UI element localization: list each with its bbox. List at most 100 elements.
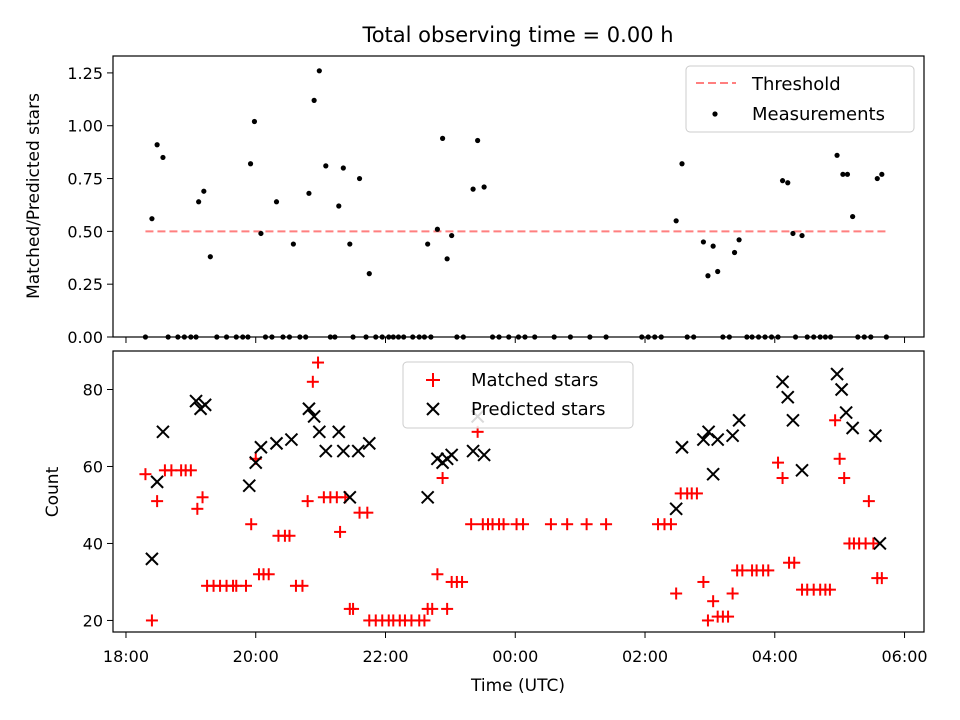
measurement-point (247, 161, 254, 167)
bottom-x-tick-label: 04:00 (752, 647, 798, 666)
predicted-stars-point (786, 413, 800, 427)
matched-stars-point (312, 356, 325, 369)
predicted-stars-point (781, 390, 795, 404)
matched-stars-point (867, 537, 880, 550)
predicted-stars-point (312, 425, 327, 439)
matched-stars-point (431, 568, 444, 581)
matched-stars-point (139, 468, 152, 481)
measurement-point (306, 190, 312, 196)
measurement-point (679, 161, 685, 167)
top-axes-frame (112, 55, 925, 338)
measurement-point (356, 175, 363, 182)
predicted-stars-point (269, 436, 284, 451)
matched-stars-point (776, 472, 789, 485)
matched-stars-point (296, 579, 309, 592)
measurement-point (340, 165, 346, 171)
matched-stars-point (347, 602, 360, 615)
matched-stars-point (151, 495, 164, 508)
matched-stars-point (561, 518, 574, 531)
predicted-stars-point (420, 490, 435, 504)
matched-stars-point (829, 414, 842, 427)
measurement-point (449, 232, 455, 239)
measurement-point (251, 118, 258, 125)
bottom-y-tick-label: 40 (83, 534, 103, 553)
measurement-point (160, 154, 166, 161)
matched-stars-point (823, 583, 836, 596)
matched-stars-point (262, 568, 275, 581)
predicted-stars-point (725, 428, 740, 443)
measurement-point (434, 226, 440, 232)
measurement-point (207, 254, 213, 260)
matched-stars-point (875, 572, 888, 585)
top-y-tick-label: 1.25 (67, 64, 103, 83)
bottom-y-tick-label: 80 (83, 380, 103, 399)
measurement-point (700, 239, 707, 245)
predicted-stars-point (254, 440, 268, 454)
predicted-stars-point (706, 467, 720, 481)
bottom-legend: Matched stars Predicted stars (402, 361, 634, 429)
predicted-stars-point (795, 463, 809, 478)
predicted-stars-point (156, 425, 170, 439)
measurement-point (736, 237, 742, 243)
measurement-point (715, 268, 721, 275)
bottom-y-tick-label: 20 (83, 611, 103, 630)
matched-stars-point (544, 518, 557, 531)
matched-stars-point (426, 602, 439, 615)
matched-stars-point (191, 502, 204, 515)
matched-stars-point (145, 614, 158, 627)
measurement-point (311, 97, 317, 103)
measurement-point (439, 135, 446, 141)
predicted-stars-point (466, 444, 480, 458)
measurement-point (874, 175, 880, 182)
measurement-point (790, 230, 796, 237)
measurement-point (196, 199, 202, 205)
predicted-stars-point (362, 436, 376, 451)
predicted-stars-point (145, 552, 159, 566)
bottom-panel: 18:00 20:00 22:00 00:00 02:00 04:00 06:00 20 40 6… (43, 350, 928, 696)
predicted-stars-point (336, 444, 351, 458)
matched-stars-point (465, 518, 478, 531)
measurements-legend-swatch (712, 111, 718, 117)
bottom-plot-area (139, 356, 888, 627)
measurement-point (290, 241, 296, 247)
predicted-stars-point (332, 425, 346, 439)
measurement-point (475, 137, 481, 144)
matched-stars-point (240, 579, 253, 592)
matched-stars-point (361, 506, 374, 519)
predicted-stars-point (198, 398, 212, 412)
measurement-point (273, 199, 280, 205)
measurements-legend-label: Measurements (752, 104, 885, 125)
measurement-point (201, 188, 207, 194)
matched-stars-point (436, 472, 449, 485)
predicted-stars-point (830, 367, 844, 381)
measurement-point (844, 171, 851, 177)
predicted-stars-point (775, 375, 790, 389)
measurement-point (154, 142, 160, 148)
measurement-point (673, 218, 679, 224)
measurement-point (347, 241, 353, 247)
measurement-point (840, 171, 846, 177)
predicted-stars-point (710, 432, 725, 447)
predicted-stars-point (189, 394, 203, 408)
measurement-point (779, 178, 786, 184)
top-y-tick-label: 1.00 (67, 117, 103, 136)
predicted-stars-point (477, 448, 491, 462)
top-y-axis-label: Matched/Predicted stars (24, 93, 44, 299)
matched-stars-point (722, 610, 735, 623)
matched-legend-swatch (426, 373, 440, 387)
predicted-stars-point (444, 448, 459, 462)
threshold-legend-label: Threshold (751, 74, 841, 95)
matched-stars-point (196, 491, 209, 504)
matched-stars-point (838, 472, 851, 485)
matched-stars-point (697, 575, 710, 588)
matched-stars-point (772, 456, 785, 469)
top-plot-area (142, 68, 889, 340)
matched-stars-point (788, 556, 801, 569)
bottom-x-tick-label: 06:00 (881, 647, 927, 666)
matched-stars-point (497, 518, 510, 531)
matched-stars-point (301, 495, 314, 508)
matched-stars-point (600, 518, 613, 531)
matched-stars-point (306, 375, 319, 388)
predicted-stars-point (150, 475, 164, 489)
measurement-point (323, 163, 329, 169)
